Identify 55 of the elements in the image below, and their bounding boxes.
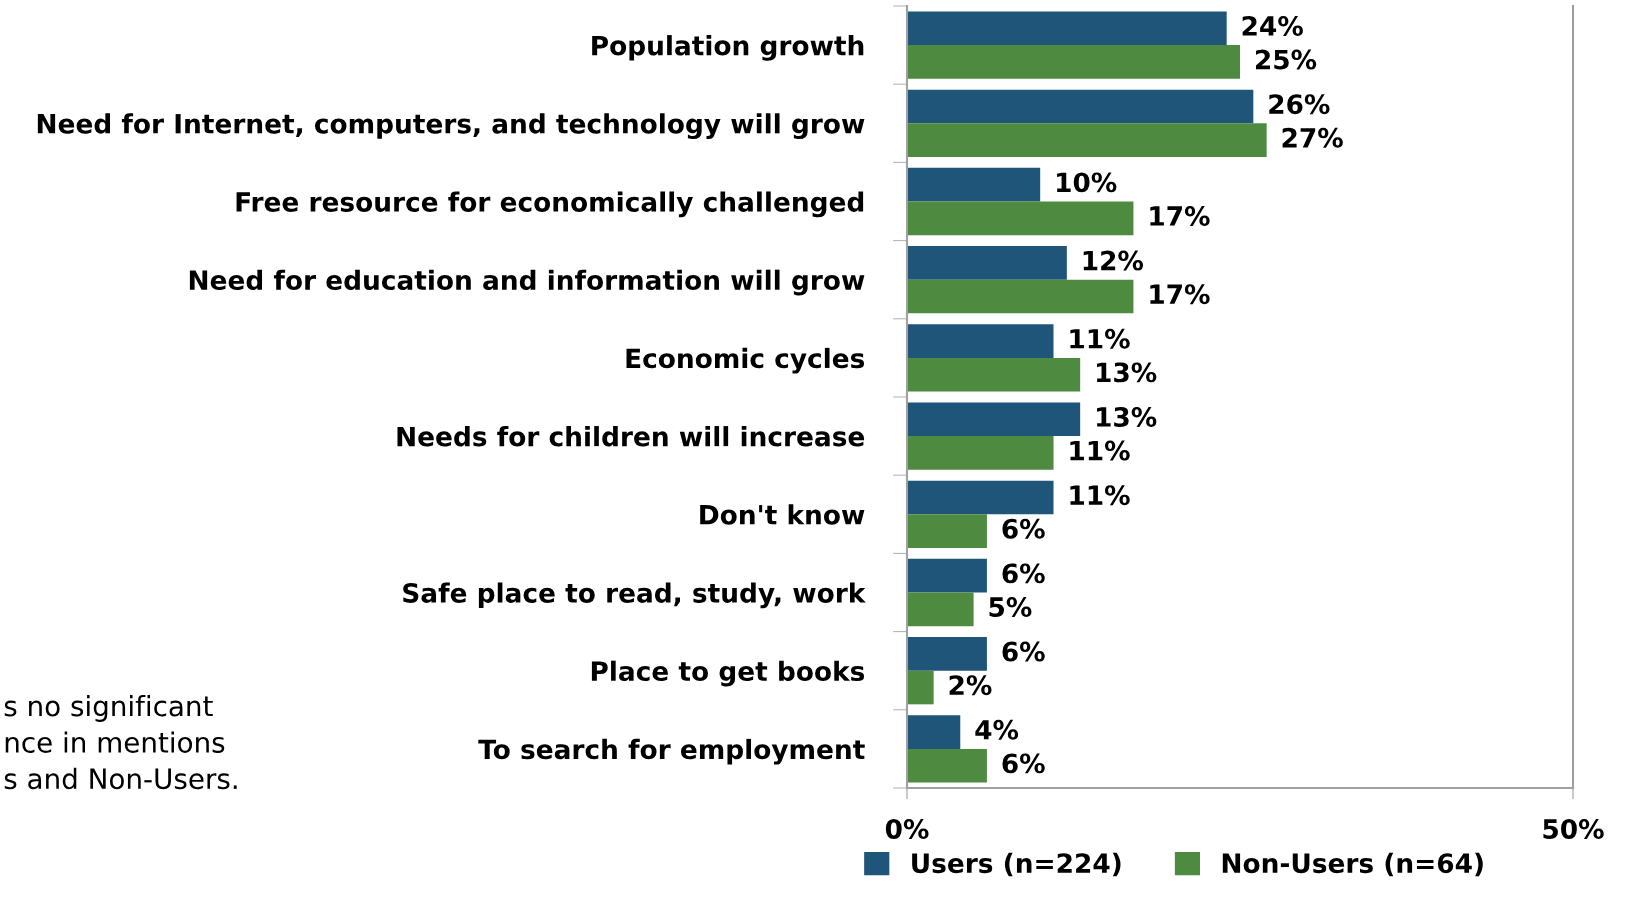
legend-label: Non-Users (n=64) bbox=[1222, 852, 1483, 877]
y-tick-label: Need for Internet, computers, and technology will grow bbox=[37, 113, 865, 140]
bar bbox=[907, 748, 987, 783]
data-label: 2% bbox=[949, 675, 992, 696]
data-label: 6% bbox=[1002, 563, 1045, 584]
data-label: 10% bbox=[1057, 172, 1117, 193]
bar bbox=[907, 637, 987, 671]
bar bbox=[907, 670, 934, 705]
data-label: 24% bbox=[1242, 15, 1303, 36]
bar bbox=[907, 201, 1134, 236]
x-tick-label: 0% bbox=[885, 819, 929, 839]
data-label: 27% bbox=[1282, 127, 1343, 148]
data-label: 6% bbox=[1002, 518, 1045, 539]
bar bbox=[907, 558, 987, 593]
x-tick-label: 50% bbox=[1543, 819, 1604, 839]
data-label: 17% bbox=[1150, 284, 1210, 305]
bar bbox=[907, 592, 974, 627]
bar bbox=[907, 123, 1267, 157]
data-label: 11% bbox=[1070, 440, 1130, 461]
y-tick-label: Safe place to read, study, work bbox=[403, 582, 866, 609]
y-tick-label: Place to get books bbox=[591, 660, 865, 687]
data-label: 4% bbox=[975, 719, 1019, 740]
bar bbox=[907, 45, 1240, 79]
y-tick-label: To search for employment bbox=[478, 738, 865, 765]
data-label: 11% bbox=[1070, 328, 1130, 349]
data-label: 13% bbox=[1097, 362, 1157, 383]
data-label: 6% bbox=[1002, 641, 1045, 662]
y-tick-label: Needs for children will increase bbox=[397, 426, 865, 447]
bar bbox=[907, 167, 1041, 202]
bar bbox=[907, 11, 1227, 46]
bar bbox=[907, 715, 961, 749]
data-label: 6% bbox=[1002, 753, 1045, 774]
bar bbox=[907, 514, 987, 548]
data-label: 26% bbox=[1269, 94, 1330, 115]
y-tick-label: Free resource for economically challenged bbox=[236, 191, 864, 218]
bar bbox=[907, 402, 1081, 437]
data-label: 17% bbox=[1150, 206, 1210, 226]
data-label: 12% bbox=[1083, 250, 1144, 271]
y-tick-label: Economic cycles bbox=[626, 347, 865, 374]
data-label: 11% bbox=[1070, 485, 1130, 506]
bar bbox=[907, 357, 1081, 392]
y-tick-label: Don't know bbox=[700, 504, 865, 525]
data-label: 25% bbox=[1255, 49, 1317, 70]
bar bbox=[907, 480, 1054, 515]
text: s no significant nce in mentions s and Non-Users. bbox=[4, 695, 237, 790]
bar bbox=[907, 436, 1054, 470]
bar bbox=[907, 246, 1067, 280]
bar bbox=[907, 324, 1054, 358]
bar bbox=[907, 279, 1134, 314]
data-label: 5% bbox=[989, 597, 1032, 617]
y-tick-label: Population growth bbox=[592, 35, 864, 61]
y-tick-label: Need for education and information will grow bbox=[189, 269, 865, 296]
data-label: 13% bbox=[1097, 406, 1157, 427]
bar bbox=[907, 89, 1254, 124]
legend-label: Users (n=224) bbox=[912, 852, 1121, 877]
